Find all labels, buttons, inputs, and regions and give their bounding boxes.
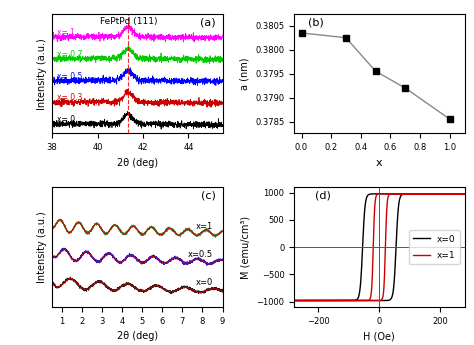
x=1 bbox=[370, 244, 376, 248]
Text: FePtPd (111): FePtPd (111) bbox=[100, 17, 157, 26]
x=1 bbox=[372, 200, 378, 205]
x=0 bbox=[291, 298, 297, 303]
x=0 bbox=[291, 298, 297, 303]
Y-axis label: M (emu/cm³): M (emu/cm³) bbox=[241, 216, 251, 279]
Text: x= 0: x= 0 bbox=[57, 115, 75, 124]
Text: x=0.5: x=0.5 bbox=[187, 250, 212, 259]
Text: x=1: x=1 bbox=[195, 223, 212, 231]
Text: x=0: x=0 bbox=[195, 278, 212, 287]
x=0 bbox=[294, 298, 300, 303]
X-axis label: H (Oe): H (Oe) bbox=[364, 331, 395, 341]
Legend: x=0, x=1: x=0, x=1 bbox=[409, 230, 460, 264]
x=1 bbox=[291, 298, 297, 303]
Text: x= 0.3: x= 0.3 bbox=[57, 93, 82, 102]
x=1 bbox=[374, 193, 380, 197]
x=1 bbox=[444, 192, 450, 196]
x=0 bbox=[374, 192, 380, 196]
Y-axis label: Intensity (a.u.): Intensity (a.u.) bbox=[36, 211, 46, 283]
X-axis label: 2θ (deg): 2θ (deg) bbox=[117, 158, 158, 168]
x=0 bbox=[406, 192, 412, 196]
Line: x=1: x=1 bbox=[294, 194, 465, 300]
Text: (d): (d) bbox=[315, 191, 330, 201]
X-axis label: x: x bbox=[376, 158, 383, 168]
Text: (c): (c) bbox=[201, 191, 216, 201]
Text: (b): (b) bbox=[308, 17, 323, 27]
x=0 bbox=[420, 192, 426, 196]
x=1 bbox=[420, 192, 426, 196]
X-axis label: 2θ (deg): 2θ (deg) bbox=[117, 331, 158, 341]
Line: x=0: x=0 bbox=[294, 194, 465, 300]
x=0 bbox=[444, 192, 450, 196]
Y-axis label: a (nm): a (nm) bbox=[239, 57, 250, 90]
x=0 bbox=[370, 192, 376, 196]
Text: (a): (a) bbox=[200, 17, 216, 27]
x=0 bbox=[372, 192, 378, 196]
x=1 bbox=[399, 192, 405, 196]
x=1 bbox=[294, 298, 300, 303]
x=1 bbox=[291, 298, 297, 303]
Text: x= 0.5: x= 0.5 bbox=[57, 72, 82, 81]
Text: x= 1: x= 1 bbox=[57, 28, 75, 37]
Text: x= 0.7: x= 0.7 bbox=[57, 50, 82, 59]
Y-axis label: Intensity (a.u.): Intensity (a.u.) bbox=[36, 38, 46, 109]
